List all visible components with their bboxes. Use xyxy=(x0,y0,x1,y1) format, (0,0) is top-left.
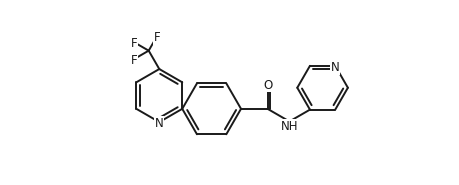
Text: F: F xyxy=(130,37,137,50)
Text: F: F xyxy=(130,54,137,67)
Text: NH: NH xyxy=(280,120,297,133)
Text: F: F xyxy=(154,31,160,44)
Text: N: N xyxy=(155,117,163,130)
Text: N: N xyxy=(330,61,339,74)
Text: O: O xyxy=(263,78,272,92)
